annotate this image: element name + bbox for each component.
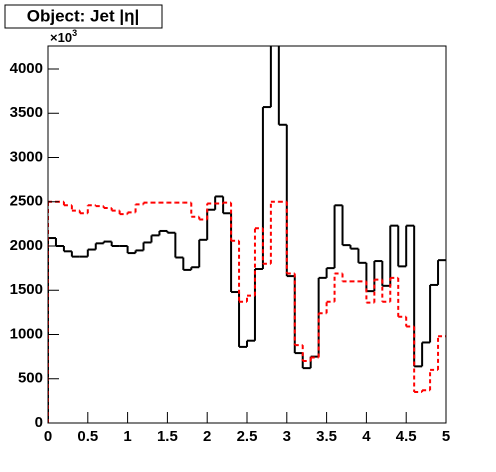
y-tick-label: 1000	[10, 325, 43, 342]
x-tick-label: 3.5	[316, 428, 337, 445]
y-tick-label: 1500	[10, 281, 43, 298]
y-multiplier: ×103	[50, 28, 77, 45]
x-tick-label: 1	[123, 428, 131, 445]
x-tick-label: 1.5	[157, 428, 178, 445]
y-tick-label: 2000	[10, 237, 43, 254]
x-tick-label: 0.5	[77, 428, 98, 445]
x-tick-label: 2.5	[237, 428, 258, 445]
x-tick-label: 2	[203, 428, 211, 445]
y-tick-label: 4000	[10, 60, 43, 77]
x-tick-label: 0	[44, 428, 52, 445]
x-tick-label: 4.5	[396, 428, 417, 445]
title-box	[4, 4, 163, 29]
y-tick-label: 3500	[10, 104, 43, 121]
y-tick-label: 3000	[10, 148, 43, 165]
chart-title: Object: Jet |η|	[27, 6, 139, 25]
y-tick-label: 2500	[10, 193, 43, 210]
multiplier-exponent: 3	[72, 28, 77, 38]
y-tick-label: 0	[35, 414, 43, 431]
plot-area	[48, 46, 446, 423]
x-tick-label: 4	[362, 428, 371, 445]
multiplier-base: ×10	[50, 30, 72, 45]
x-tick-label: 5	[442, 428, 450, 445]
x-tick-label: 3	[283, 428, 291, 445]
frame	[47, 45, 447, 424]
y-tick-label: 500	[18, 370, 43, 387]
